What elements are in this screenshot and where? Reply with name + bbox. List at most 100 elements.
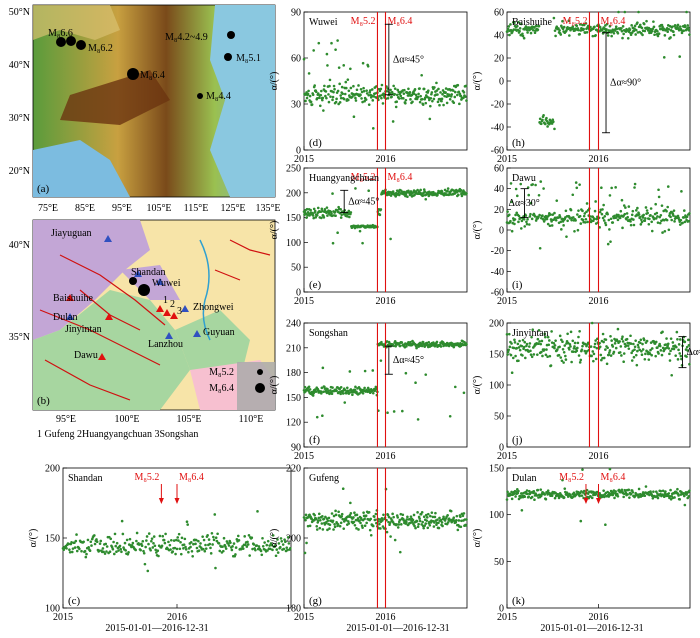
- x-range-label: 2015-01-01—2016-12-31: [346, 623, 449, 634]
- data-point: [365, 89, 368, 92]
- data-point: [89, 540, 93, 544]
- data-point: [105, 545, 109, 548]
- data-point: [422, 515, 426, 519]
- data-point: [678, 223, 682, 226]
- data-point: [257, 545, 261, 548]
- data-point: [686, 26, 690, 30]
- data-point: [579, 519, 583, 523]
- data-point: [416, 511, 419, 514]
- data-point: [625, 217, 628, 221]
- data-point: [313, 209, 317, 213]
- data-point: [621, 340, 625, 343]
- data-point: [251, 547, 254, 551]
- data-point: [639, 338, 643, 342]
- data-point: [658, 344, 662, 348]
- data-point: [117, 549, 120, 552]
- data-point: [135, 531, 139, 535]
- data-point: [326, 519, 330, 522]
- data-point: [287, 542, 291, 545]
- data-point: [372, 95, 376, 98]
- data-point: [365, 92, 369, 95]
- data-point: [517, 359, 520, 363]
- data-point: [321, 366, 325, 370]
- data-point: [452, 101, 456, 105]
- data-point: [405, 345, 408, 348]
- data-point: [629, 223, 633, 227]
- data-point: [650, 29, 654, 33]
- data-point: [349, 67, 352, 71]
- data-point: [250, 536, 254, 540]
- data-point: [459, 515, 462, 519]
- data-point: [333, 525, 337, 529]
- data-point: [673, 220, 676, 223]
- data-point: [408, 90, 412, 94]
- data-point: [540, 350, 543, 354]
- data-point: [213, 513, 217, 516]
- data-point: [457, 193, 460, 197]
- data-point: [538, 340, 541, 343]
- data-point: [349, 86, 353, 90]
- data-point: [582, 27, 585, 31]
- data-point: [411, 518, 415, 522]
- data-point: [647, 358, 651, 361]
- data-point: [67, 542, 70, 546]
- data-point: [674, 345, 678, 349]
- data-point: [420, 510, 424, 514]
- data-point: [261, 544, 265, 548]
- data-point: [115, 550, 118, 553]
- data-point: [167, 540, 170, 544]
- data-point: [336, 39, 339, 42]
- data-point: [339, 392, 342, 396]
- y-tick-label: 150: [45, 534, 60, 545]
- x-tick-label: 2016: [167, 612, 187, 623]
- y-tick-label: 40: [494, 31, 504, 42]
- data-point: [214, 566, 217, 570]
- data-point: [557, 496, 561, 500]
- data-point: [642, 213, 645, 217]
- data-point: [307, 385, 311, 389]
- data-point: [641, 33, 644, 37]
- data-point: [432, 97, 436, 101]
- data-point: [392, 410, 396, 413]
- data-point: [182, 547, 185, 550]
- data-point: [303, 385, 307, 389]
- data-point: [529, 201, 533, 205]
- data-point: [338, 82, 341, 86]
- station-label: Jinyintan: [65, 324, 102, 335]
- data-point: [418, 100, 422, 104]
- y-tick-label: 20: [494, 54, 504, 65]
- data-point: [140, 544, 144, 548]
- data-point: [333, 87, 336, 91]
- data-point: [581, 344, 584, 348]
- data-point: [86, 538, 90, 542]
- station-label: Zhongwei: [193, 302, 234, 313]
- data-point: [622, 352, 626, 355]
- data-point: [161, 534, 165, 538]
- data-point: [551, 213, 555, 216]
- data-point: [216, 532, 219, 536]
- data-point: [312, 49, 315, 52]
- data-point: [418, 517, 421, 520]
- data-point: [182, 543, 186, 546]
- data-point: [687, 219, 691, 223]
- data-point: [304, 518, 307, 522]
- data-point: [435, 81, 438, 85]
- data-point: [546, 125, 549, 128]
- legend-small-dot: [257, 369, 263, 375]
- data-point: [177, 539, 180, 542]
- data-point: [586, 24, 590, 28]
- data-point: [127, 551, 130, 554]
- map-a-xtick: 115°E: [184, 203, 209, 214]
- data-point: [351, 393, 354, 396]
- event-label: M₈5.2: [134, 472, 159, 483]
- data-point: [604, 221, 607, 225]
- data-point: [354, 187, 357, 190]
- quake-a-7: [197, 93, 203, 99]
- data-point: [626, 215, 629, 219]
- data-point: [246, 543, 250, 546]
- data-point: [75, 533, 78, 536]
- data-point: [515, 346, 519, 350]
- data-point: [438, 103, 441, 107]
- data-point: [399, 523, 403, 526]
- data-point: [190, 549, 194, 553]
